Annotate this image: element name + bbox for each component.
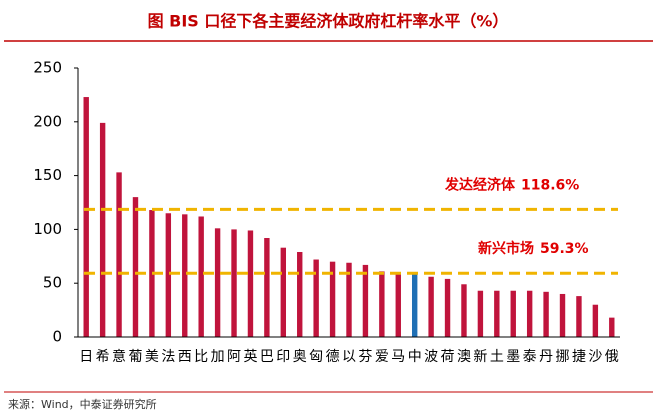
bar xyxy=(609,317,615,337)
x-tick-label: 沙 xyxy=(588,349,602,365)
bar xyxy=(83,97,89,337)
reference-name: 新兴市场 xyxy=(478,240,534,257)
bar xyxy=(198,216,204,337)
bar xyxy=(313,259,319,337)
bar xyxy=(461,284,467,337)
x-tick-label: 法 xyxy=(161,349,175,365)
y-tick-label: 250 xyxy=(33,59,62,77)
x-tick-label: 墨 xyxy=(506,349,520,365)
reference-value: 59.3% xyxy=(540,241,589,257)
bar xyxy=(576,296,582,337)
y-tick-label: 150 xyxy=(33,166,62,184)
x-tick-label: 俄 xyxy=(605,349,619,365)
bar xyxy=(362,264,369,337)
y-tick-label: 0 xyxy=(52,328,62,346)
y-tick-label: 200 xyxy=(33,112,62,130)
bar xyxy=(428,276,434,337)
x-tick-label: 美 xyxy=(145,349,159,365)
bar xyxy=(116,172,122,337)
x-tick-label: 澳 xyxy=(457,349,471,365)
bar xyxy=(346,262,352,337)
x-tick-label: 荷 xyxy=(441,349,455,365)
y-tick-label: 100 xyxy=(33,220,62,238)
x-tick-label: 德 xyxy=(326,349,340,365)
x-tick-label: 土 xyxy=(490,349,504,365)
bar xyxy=(444,278,451,337)
bar xyxy=(99,122,106,337)
x-tick-label: 比 xyxy=(194,349,208,365)
bar xyxy=(297,251,303,337)
reference-label: 新兴市场 59.3% xyxy=(478,240,589,257)
x-tick-label: 奥 xyxy=(293,348,307,365)
bar xyxy=(132,197,139,337)
x-tick-label: 英 xyxy=(243,348,257,365)
x-tick-label: 意 xyxy=(112,348,126,365)
x-tick-label: 西 xyxy=(178,349,192,365)
x-tick-label: 阿 xyxy=(227,349,241,365)
bar xyxy=(494,290,500,337)
bar xyxy=(379,271,385,337)
bar xyxy=(395,272,401,337)
y-tick-label: 50 xyxy=(43,274,62,292)
x-tick-label: 泰 xyxy=(523,349,537,365)
reference-name: 发达经济体 xyxy=(444,176,516,193)
chart-title: 图 BIS 口径下各主要经济体政府杠杆率水平（%） xyxy=(148,12,509,31)
bar xyxy=(280,247,287,337)
bar xyxy=(411,272,418,337)
bar xyxy=(214,228,221,337)
bar xyxy=(231,229,237,337)
x-tick-label: 匈 xyxy=(309,349,323,365)
x-tick-label: 芬 xyxy=(358,349,372,365)
x-tick-label: 爱 xyxy=(375,349,389,365)
x-tick-label: 捷 xyxy=(572,349,586,365)
bar xyxy=(559,293,566,337)
x-tick-label: 以 xyxy=(342,349,356,365)
bar xyxy=(247,230,254,337)
bar xyxy=(477,290,484,337)
x-tick-label: 葡 xyxy=(128,349,142,365)
bar xyxy=(592,304,599,337)
x-tick-label: 波 xyxy=(424,349,438,365)
x-tick-label: 新 xyxy=(473,349,487,365)
source: 来源：Wind，中泰证券研究所 xyxy=(8,397,157,411)
x-tick-label: 丹 xyxy=(539,349,553,365)
x-tick-label: 挪 xyxy=(556,349,570,365)
bar xyxy=(510,290,516,337)
bar xyxy=(182,214,188,337)
x-tick-label: 日 xyxy=(79,349,93,365)
bar xyxy=(543,291,549,337)
reference-value: 118.6% xyxy=(521,177,579,193)
x-tick-label: 印 xyxy=(276,349,290,365)
x-tick-label: 中 xyxy=(408,349,422,365)
bar xyxy=(264,238,270,337)
bar xyxy=(165,213,172,337)
x-tick-label: 马 xyxy=(391,349,405,365)
reference-label: 发达经济体 118.6% xyxy=(444,176,579,193)
bar xyxy=(329,261,336,337)
x-tick-label: 希 xyxy=(96,349,110,365)
bar xyxy=(526,290,533,337)
bar xyxy=(149,210,155,337)
x-tick-label: 巴 xyxy=(260,349,274,365)
x-tick-label: 加 xyxy=(211,349,225,365)
